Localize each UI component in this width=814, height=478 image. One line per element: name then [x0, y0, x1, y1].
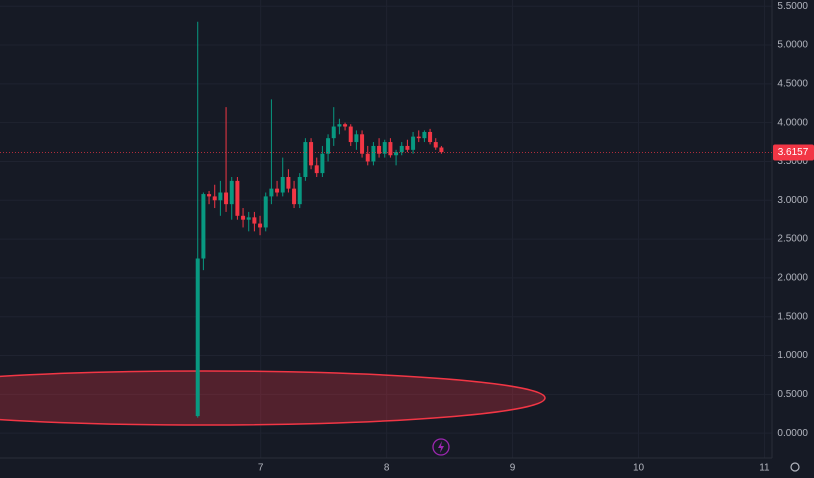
- candle-body: [229, 180, 234, 205]
- last-price-label: 3.6157: [778, 147, 809, 158]
- candle-body: [337, 124, 342, 127]
- candle-body: [433, 142, 438, 148]
- candle-body: [246, 217, 251, 220]
- y-tick-label: 3.5000: [777, 156, 808, 167]
- candle-body: [411, 136, 416, 150]
- candle-body: [377, 145, 382, 154]
- candle-body: [212, 196, 217, 201]
- y-tick-label: 1.0000: [777, 350, 808, 361]
- y-tick-label: 2.0000: [777, 273, 808, 284]
- candle-body: [224, 192, 229, 205]
- x-tick-label: 9: [510, 463, 516, 474]
- highlight-ellipse: [0, 370, 546, 426]
- candle-body: [326, 138, 331, 154]
- candles: [195, 21, 444, 418]
- candle-body: [258, 223, 263, 228]
- candle-body: [195, 258, 200, 417]
- y-tick-label: 1.5000: [777, 311, 808, 322]
- y-tick-label: 0.5000: [777, 389, 808, 400]
- candle-body: [382, 142, 387, 154]
- y-tick-label: 2.5000: [777, 234, 808, 245]
- candle-body: [286, 176, 291, 189]
- candle-body: [439, 147, 444, 153]
- lightning-glyph: [438, 441, 444, 453]
- y-tick-label: 3.0000: [777, 195, 808, 206]
- candle-body: [343, 124, 348, 127]
- candle-body: [241, 215, 246, 220]
- candle-body: [388, 142, 393, 156]
- candle-body: [360, 134, 365, 154]
- candle-body: [365, 153, 370, 162]
- candle-body: [269, 188, 274, 197]
- candle-body: [309, 142, 314, 166]
- candle-body: [292, 188, 297, 205]
- settings-icon[interactable]: [790, 462, 800, 472]
- candle-body: [422, 131, 427, 139]
- candle-body: [263, 196, 268, 228]
- y-tick-label: 4.5000: [777, 78, 808, 89]
- candle-body: [331, 126, 336, 139]
- candle-body: [371, 145, 376, 162]
- x-tick-label: 8: [384, 463, 390, 474]
- candle-body: [303, 142, 308, 177]
- candle-body: [252, 217, 257, 224]
- candle-body: [416, 136, 421, 139]
- x-tick-label: 10: [633, 463, 645, 474]
- grid: [0, 0, 772, 458]
- candle-body: [297, 176, 302, 205]
- y-tick-label: 4.0000: [777, 117, 808, 128]
- lightning-icon[interactable]: [432, 438, 450, 456]
- x-tick-label: 7: [258, 463, 264, 474]
- y-tick-label: 5.0000: [777, 40, 808, 51]
- candle-body: [394, 152, 399, 156]
- y-tick-label: 0.0000: [777, 428, 808, 439]
- candle-body: [348, 126, 353, 143]
- candle-body: [354, 134, 359, 143]
- candle-body: [320, 153, 325, 174]
- candle-body: [207, 194, 212, 197]
- candle-body: [399, 145, 404, 153]
- x-tick-label: 11: [759, 463, 770, 474]
- last-price-tag: [773, 144, 814, 161]
- candle-body: [275, 188, 280, 193]
- candle-body: [218, 192, 223, 201]
- y-tick-label: 5.5000: [777, 1, 808, 12]
- candle-body: [405, 145, 410, 150]
- candle-body: [235, 180, 240, 216]
- candle-body: [280, 176, 285, 193]
- candle-body: [201, 194, 206, 259]
- candle-body: [314, 165, 319, 174]
- candle-body: [428, 131, 433, 143]
